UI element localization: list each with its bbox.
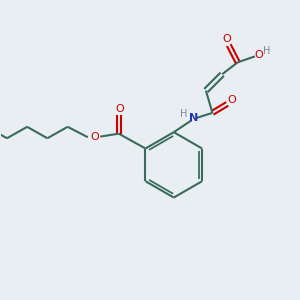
Text: O: O bbox=[115, 104, 124, 114]
Text: O: O bbox=[254, 50, 263, 60]
Text: O: O bbox=[90, 132, 99, 142]
Text: H: H bbox=[181, 109, 188, 119]
Text: H: H bbox=[263, 46, 271, 56]
Text: N: N bbox=[189, 113, 199, 124]
Text: O: O bbox=[222, 34, 231, 44]
Text: O: O bbox=[227, 95, 236, 105]
